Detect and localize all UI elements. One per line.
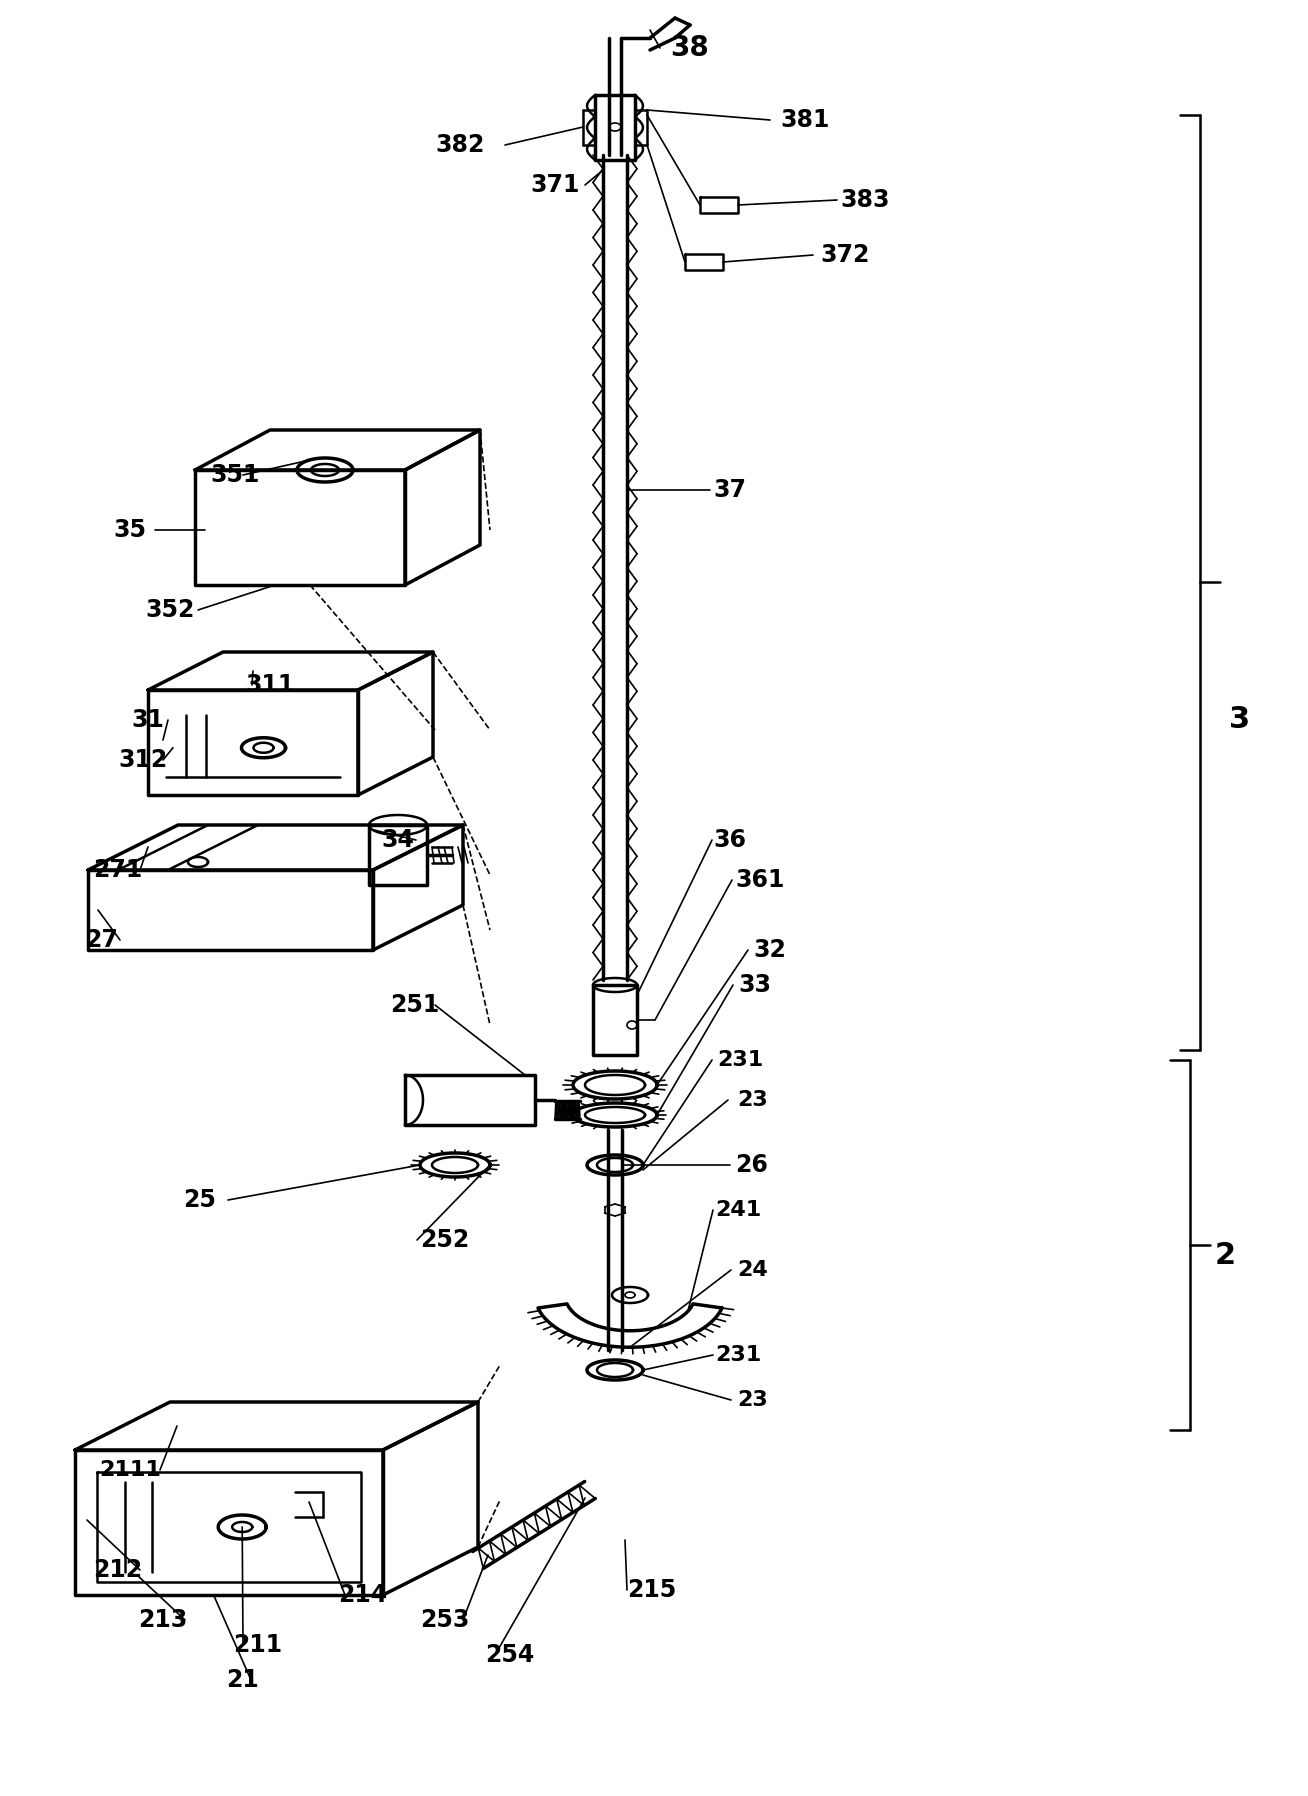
- Text: 33: 33: [739, 973, 772, 997]
- Text: 271: 271: [93, 858, 143, 882]
- Text: 3: 3: [1230, 706, 1250, 735]
- Text: 32: 32: [753, 938, 786, 963]
- Text: 252: 252: [420, 1228, 470, 1252]
- Text: 383: 383: [840, 189, 889, 212]
- Text: 215: 215: [628, 1579, 676, 1602]
- Text: 2: 2: [1214, 1241, 1236, 1270]
- Text: 361: 361: [735, 867, 785, 893]
- Text: 36: 36: [713, 828, 747, 851]
- Text: 26: 26: [735, 1153, 768, 1176]
- Text: 254: 254: [485, 1643, 535, 1667]
- Text: 351: 351: [211, 463, 260, 487]
- Text: 37: 37: [713, 478, 747, 503]
- Text: 352: 352: [145, 598, 195, 621]
- Text: 23: 23: [738, 1090, 768, 1110]
- Text: 231: 231: [717, 1051, 763, 1070]
- Text: 251: 251: [390, 993, 439, 1017]
- Text: 371: 371: [530, 172, 579, 198]
- Text: 212: 212: [93, 1557, 143, 1582]
- Text: 34: 34: [382, 828, 415, 851]
- Text: 21: 21: [226, 1668, 259, 1692]
- Text: 382: 382: [436, 133, 485, 156]
- Text: 35: 35: [114, 517, 146, 542]
- Text: 241: 241: [715, 1200, 761, 1219]
- Text: 211: 211: [233, 1633, 283, 1658]
- Text: 312: 312: [119, 747, 167, 772]
- Text: 311: 311: [246, 674, 294, 697]
- Text: 2111: 2111: [99, 1460, 161, 1480]
- Text: 381: 381: [781, 108, 829, 131]
- Text: 253: 253: [420, 1607, 470, 1633]
- Text: 31: 31: [132, 708, 165, 733]
- Text: 231: 231: [715, 1345, 761, 1365]
- Text: 38: 38: [671, 34, 709, 63]
- Text: 213: 213: [139, 1607, 187, 1633]
- Text: 214: 214: [339, 1582, 387, 1607]
- Text: 27: 27: [85, 929, 119, 952]
- Text: 372: 372: [820, 242, 870, 268]
- Text: 23: 23: [738, 1390, 768, 1410]
- Text: 24: 24: [738, 1261, 768, 1281]
- Text: 25: 25: [183, 1187, 216, 1212]
